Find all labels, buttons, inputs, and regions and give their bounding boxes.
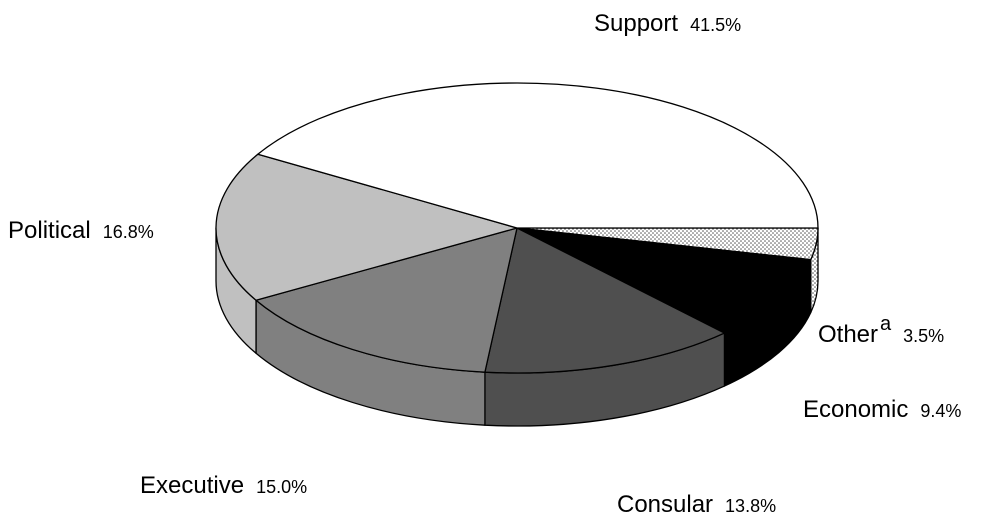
slice-name: Other bbox=[818, 321, 879, 348]
slice-percent: 15.0% bbox=[256, 477, 308, 497]
slice-name: Executive bbox=[140, 472, 245, 499]
pie-sides bbox=[215, 227, 819, 427]
slice-percent: 13.8% bbox=[725, 496, 777, 516]
slice-percent: 9.4% bbox=[920, 401, 962, 421]
pie-slice-support bbox=[257, 82, 819, 229]
label-support: Support 41.5% bbox=[594, 12, 741, 36]
label-consular: Consular 13.8% bbox=[617, 493, 776, 517]
label-political: Political 16.8% bbox=[8, 219, 154, 243]
slice-percent: 16.8% bbox=[102, 222, 154, 242]
pie-tops bbox=[215, 82, 819, 374]
label-other: Other a 3.5% bbox=[818, 314, 944, 347]
label-executive: Executive 15.0% bbox=[140, 474, 307, 498]
footnote-marker: a bbox=[880, 313, 892, 335]
slice-name: Economic bbox=[803, 396, 909, 423]
slice-name: Consular bbox=[617, 491, 714, 518]
slice-name: Support bbox=[594, 10, 679, 37]
pie-slice-executive bbox=[255, 227, 518, 373]
pie-slice-economic bbox=[516, 227, 812, 334]
slice-percent: 41.5% bbox=[690, 15, 742, 35]
pie-slice-consular bbox=[484, 227, 726, 374]
slice-name: Political bbox=[8, 217, 91, 244]
pie-slice-political bbox=[215, 153, 518, 301]
label-economic: Economic 9.4% bbox=[803, 398, 961, 422]
slice-percent: 3.5% bbox=[903, 326, 945, 346]
